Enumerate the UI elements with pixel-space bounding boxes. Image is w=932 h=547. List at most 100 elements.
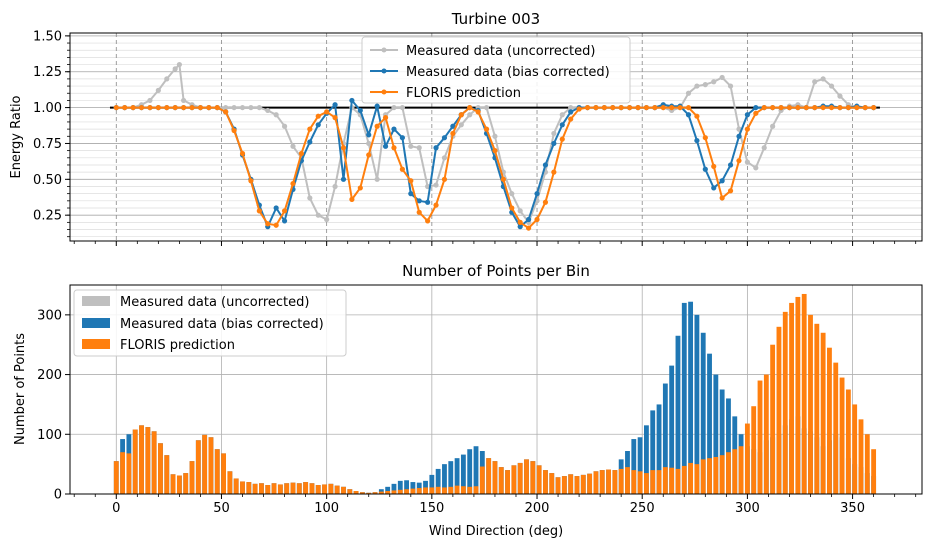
data-point-floris: [652, 104, 658, 111]
bar-legend-label-uncorrected: Measured data (uncorrected): [120, 295, 309, 310]
bar-bias-corrected: [656, 404, 662, 494]
bar-floris: [366, 492, 372, 494]
bar-bias-corrected: [460, 454, 466, 494]
bar-floris: [631, 470, 637, 494]
bar-floris: [827, 347, 832, 494]
data-point-floris: [138, 104, 145, 111]
data-point-floris: [340, 145, 347, 151]
count-xtick-label: 300: [735, 501, 760, 516]
bar-floris: [801, 293, 807, 494]
bar-floris: [341, 486, 346, 494]
data-point-uncorrected: [176, 61, 182, 68]
bar-floris: [271, 483, 277, 494]
data-point-floris: [324, 109, 330, 115]
bar-floris: [252, 483, 258, 494]
data-point-uncorrected: [374, 176, 380, 182]
data-point-floris: [458, 112, 464, 118]
bar-floris: [120, 452, 126, 494]
points-per-bin-legend: Measured data (uncorrected) Measured dat…: [73, 289, 347, 357]
data-point-floris: [786, 104, 793, 111]
data-point-floris: [669, 104, 675, 111]
bar-legend-label-bias-corrected: Measured data (bias corrected): [120, 317, 324, 332]
data-point-uncorrected: [408, 143, 414, 149]
data-point-uncorrected: [744, 159, 750, 165]
data-point-floris: [694, 113, 700, 119]
data-point-floris: [214, 104, 220, 111]
bar-floris: [839, 377, 845, 494]
bar-floris: [214, 449, 220, 494]
bar-floris: [536, 465, 542, 494]
count-xtick-label: 100: [314, 501, 339, 516]
bar-floris: [372, 492, 378, 494]
bar-floris: [618, 468, 624, 494]
data-point-floris: [122, 104, 128, 111]
data-point-bias-corrected: [551, 140, 557, 147]
energy-ratio-ylabel: Energy Ratio: [9, 95, 24, 178]
data-point-floris: [197, 104, 204, 111]
data-point-bias-corrected: [374, 103, 380, 109]
data-point-floris: [509, 205, 515, 211]
points-per-bin-xticks: 0 50 100 150 200 250 300 350: [73, 494, 917, 516]
data-point-floris: [416, 209, 422, 215]
data-point-floris: [526, 225, 532, 231]
bar-floris: [378, 491, 384, 494]
bar-floris: [353, 491, 359, 494]
ratio-ytick-label: 1.00: [33, 101, 62, 116]
data-point-floris: [382, 115, 389, 121]
points-per-bin-yticks: 0 100 200 300: [37, 308, 70, 503]
data-point-bias-corrected: [408, 191, 414, 197]
data-point-floris: [374, 123, 380, 129]
bar-floris: [435, 486, 441, 494]
data-point-uncorrected: [568, 104, 574, 111]
bar-floris: [221, 453, 226, 494]
bar-legend-label-floris: FLORIS prediction: [120, 338, 235, 353]
bar-floris: [662, 467, 668, 494]
bar-floris: [170, 474, 176, 494]
bar-floris: [164, 455, 170, 494]
data-point-uncorrected: [727, 83, 734, 89]
bar-floris: [650, 470, 656, 494]
data-point-floris: [425, 218, 431, 224]
bar-floris: [126, 453, 132, 494]
bar-floris: [404, 489, 410, 494]
bar-floris: [593, 471, 599, 494]
bar-floris: [738, 446, 744, 494]
data-point-bias-corrected: [744, 112, 750, 118]
data-point-floris: [450, 130, 456, 137]
bar-floris: [385, 491, 391, 494]
points-per-bin-frame: [69, 284, 923, 495]
bar-bias-corrected: [675, 335, 681, 494]
bar-floris: [644, 473, 649, 494]
bar-floris: [277, 484, 283, 494]
data-point-uncorrected: [155, 87, 161, 93]
data-point-uncorrected: [551, 130, 557, 137]
points-per-bin-xlabel: Wind Direction (deg): [429, 524, 563, 539]
bar-floris: [505, 470, 510, 494]
bar-floris: [561, 476, 567, 494]
data-point-uncorrected: [273, 112, 279, 118]
data-point-floris: [408, 178, 414, 184]
data-point-bias-corrected: [307, 139, 313, 145]
bar-floris: [744, 423, 750, 494]
data-point-bias-corrected: [711, 185, 717, 191]
bar-floris: [599, 470, 605, 494]
data-point-floris: [483, 126, 490, 132]
bar-floris: [694, 464, 700, 494]
bar-bias-corrected: [435, 468, 441, 494]
ratio-ytick-label: 1.50: [33, 29, 62, 44]
bar-floris: [776, 326, 782, 494]
points-per-bin-panel: Number of Points per Bin 0 100 200 300 0 50 1…: [13, 262, 923, 539]
data-point-uncorrected: [711, 79, 717, 85]
count-xtick-label: 200: [525, 501, 550, 516]
bar-floris: [145, 427, 151, 494]
data-point-floris: [315, 113, 321, 119]
bar-floris: [139, 425, 144, 494]
data-point-uncorrected: [694, 83, 700, 89]
bar-bias-corrected: [429, 474, 435, 494]
bar-floris: [732, 449, 738, 494]
data-point-floris: [206, 104, 212, 111]
data-point-floris: [467, 104, 473, 111]
bar-bias-corrected: [644, 425, 649, 494]
data-point-uncorrected: [820, 76, 826, 82]
data-point-floris: [357, 185, 363, 191]
